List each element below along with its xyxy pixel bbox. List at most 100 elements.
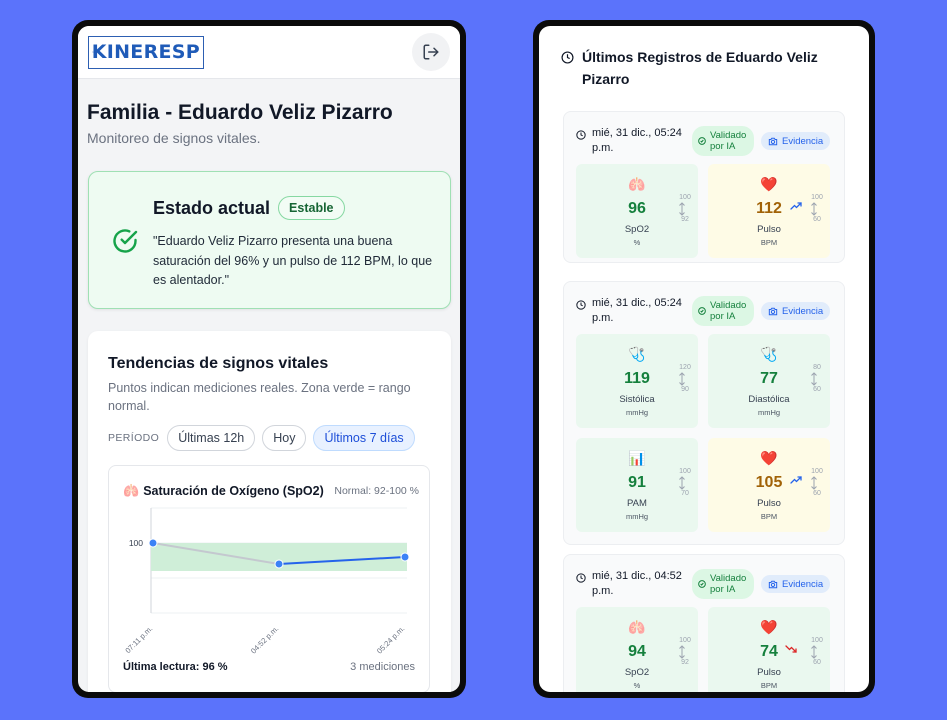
camera-icon <box>768 580 778 588</box>
status-summary: "Eduardo Veliz Pizarro presenta una buen… <box>153 234 433 287</box>
range-max: 100 <box>811 468 823 475</box>
check-circle-icon <box>113 229 138 253</box>
spo2-line-chart[interactable]: 100 07:11 p.m. 04:52 p.m. 05:24 p.m. <box>109 506 431 656</box>
range-max: 100 <box>679 194 691 201</box>
period-chip-12h[interactable]: Últimas 12h <box>167 425 256 451</box>
heart-icon: ❤️ <box>760 450 778 466</box>
check-circle-icon <box>698 307 706 315</box>
clock-icon <box>576 130 586 140</box>
vital-tile[interactable]: ❤️ 74 Pulso BPM 100 60 <box>708 607 830 692</box>
series-line-segment <box>278 556 406 565</box>
normal-range: 100 92 <box>678 194 692 224</box>
status-title: Estado actual <box>153 197 271 218</box>
vital-label: PAM <box>627 498 647 509</box>
evidence-button[interactable]: Evidencia <box>761 575 831 593</box>
vital-unit: mmHg <box>757 408 781 417</box>
range-max: 100 <box>811 194 823 201</box>
logo-text: KINERESP <box>91 41 200 63</box>
normal-range: 100 92 <box>678 637 692 667</box>
range-min: 60 <box>813 659 821 666</box>
vital-label: SpO2 <box>624 667 650 678</box>
vital-unit: BPM <box>760 681 778 690</box>
range-min: 90 <box>681 386 689 393</box>
range-arrow-icon <box>679 372 685 386</box>
ai-validated-badge: Validado por IA <box>692 126 754 156</box>
stethoscope-icon: 🩺 <box>760 346 778 362</box>
vital-value: 96 <box>628 200 646 217</box>
vital-tile[interactable]: 📊 91 PAM mmHg 100 70 <box>576 438 698 532</box>
measurement-count: 3 mediciones <box>350 661 415 673</box>
vital-tile[interactable]: 🫁 96 SpO2% 100 92 <box>576 164 698 258</box>
vital-unit: BPM <box>760 238 778 247</box>
vital-unit: mmHg <box>625 408 649 417</box>
camera-icon <box>768 137 778 145</box>
x-tick-label: 04:52 p.m. <box>249 624 280 655</box>
x-tick-label: 07:11 p.m. <box>123 624 154 655</box>
range-min: 70 <box>681 490 689 497</box>
lungs-icon: 🫁 <box>628 619 646 635</box>
records-screen: Últimos Registros de Eduardo Veliz Pizar… <box>539 26 869 692</box>
vital-value: 119 <box>624 370 650 387</box>
record-card[interactable]: mié, 31 dic., 05:24 p.m. Validado por IA E… <box>563 111 845 263</box>
range-max: 100 <box>679 637 691 644</box>
heart-icon: ❤️ <box>760 176 778 192</box>
period-chip-today[interactable]: Hoy <box>262 425 307 451</box>
trends-subtitle: Puntos indican mediciones reales. Zona v… <box>108 381 411 413</box>
evidence-button[interactable]: Evidencia <box>761 302 831 320</box>
record-card[interactable]: mié, 31 dic., 05:24 p.m. Validado por IA E… <box>563 281 845 545</box>
heart-icon: ❤️ <box>760 619 778 635</box>
spo2-chart-card: 🫁 Saturación de Oxígeno (SpO2) Normal: 9… <box>108 465 430 692</box>
range-max: 120 <box>679 364 691 371</box>
trend-up-icon <box>790 202 802 210</box>
vital-tile[interactable]: 🩺 119 Sistólica mmHg 120 90 <box>576 334 698 428</box>
chart-title-text: Saturación de Oxígeno (SpO2) <box>143 484 324 498</box>
record-date-text: mié, 31 dic., 05:24 p.m. <box>592 127 682 154</box>
status-card: Estado actual Estable "Eduardo Veliz Piz… <box>88 171 451 309</box>
normal-range: 80 60 <box>810 364 824 394</box>
normal-range: 120 90 <box>678 364 692 394</box>
normal-range: 100 60 <box>810 194 824 224</box>
app-logo[interactable]: KINERESP <box>88 35 204 69</box>
series-line-segment <box>152 542 280 565</box>
lungs-icon: 🫁 <box>123 483 140 498</box>
record-card[interactable]: mié, 31 dic., 04:52 p.m. Validado por IA E… <box>563 554 845 692</box>
y-tick-label: 100 <box>129 538 143 548</box>
vital-label: Pulso <box>757 498 781 509</box>
vital-label: SpO2 <box>624 224 650 235</box>
ai-validated-text: Validado por IA <box>710 300 747 322</box>
lungs-icon: 🫁 <box>628 176 646 192</box>
vital-value: 91 <box>628 474 646 491</box>
stethoscope-icon: 🩺 <box>628 346 646 362</box>
trends-title: Tendencias de signos vitales <box>108 355 329 372</box>
record-date-text: mié, 31 dic., 05:24 p.m. <box>592 297 682 324</box>
vital-tile[interactable]: ❤️ 112 Pulso BPM 100 60 <box>708 164 830 258</box>
clock-icon <box>576 573 586 583</box>
check-circle-icon <box>698 580 706 588</box>
vital-label: Pulso <box>757 224 781 235</box>
normal-range: 100 60 <box>810 468 824 498</box>
logout-button[interactable] <box>412 33 450 71</box>
vital-label: Diastólica <box>748 394 790 405</box>
ai-validated-badge: Validado por IA <box>692 296 754 326</box>
record-date: mié, 31 dic., 04:52 p.m. <box>576 569 692 599</box>
ai-validated-text: Validado por IA <box>710 130 747 152</box>
logout-icon <box>423 44 439 60</box>
vital-tile[interactable]: 🩺 77 Diastólica mmHg 80 60 <box>708 334 830 428</box>
vital-tile[interactable]: ❤️ 105 Pulso BPM 100 60 <box>708 438 830 532</box>
vital-tile[interactable]: 🫁 94 SpO2% 100 92 <box>576 607 698 692</box>
vital-label: Pulso <box>757 667 781 678</box>
period-chip-7d[interactable]: Últimos 7 días <box>313 425 415 451</box>
range-arrow-icon <box>811 202 817 216</box>
evidence-button[interactable]: Evidencia <box>761 132 831 150</box>
range-arrow-icon <box>811 476 817 490</box>
range-max: 100 <box>679 468 691 475</box>
last-reading: Última lectura: 96 % <box>123 661 228 673</box>
vital-unit: mmHg <box>625 512 649 521</box>
range-arrow-icon <box>679 645 685 659</box>
bar-chart-icon: 📊 <box>628 450 646 466</box>
range-min: 60 <box>813 386 821 393</box>
range-arrow-icon <box>679 202 685 216</box>
x-tick-label: 05:24 p.m. <box>375 624 406 655</box>
data-point <box>400 552 410 562</box>
family-screen: KINERESP Familia - Eduardo Veliz Pizarro… <box>78 26 460 692</box>
